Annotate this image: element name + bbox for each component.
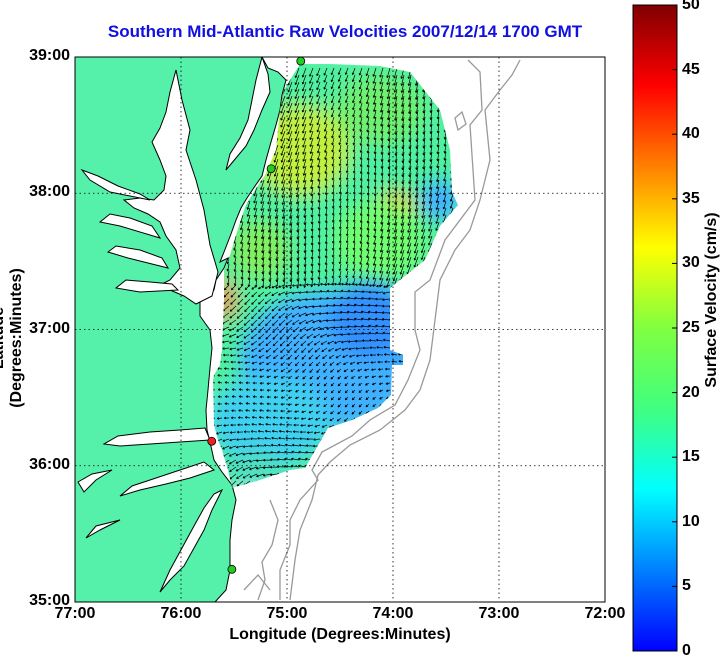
y-tick-label: 36:00 (29, 455, 70, 473)
colorbar-tick-label: 0 (682, 642, 691, 659)
colorbar-tick-label: 5 (682, 577, 691, 595)
x-tick-label: 72:00 (584, 605, 626, 622)
y-tick-label: 37:00 (29, 319, 70, 337)
bathymetry-contours (243, 59, 521, 601)
colorbar-tick-label: 15 (682, 448, 700, 466)
y-tick-label: 39:00 (29, 47, 70, 64)
colorbar (632, 4, 678, 652)
x-tick-label: 74:00 (372, 605, 414, 622)
map-title: Southern Mid-Atlantic Raw Velocities 200… (107, 22, 583, 41)
x-tick-label: 75:00 (266, 605, 308, 622)
station-markers (207, 56, 306, 574)
grid-lines (75, 57, 605, 602)
x-axis-label: Longitude (Degrees:Minutes) (229, 626, 451, 643)
colorbar-tick-label: 50 (682, 0, 700, 13)
colorbar-tick-label: 25 (682, 319, 700, 336)
colorbar-ticks (672, 4, 677, 652)
colorbar-tick-label: 40 (682, 125, 700, 143)
y-axis-label: Latitude (Degrees:Minutes) (0, 268, 25, 408)
colorbar-tick-label: 20 (682, 383, 700, 401)
y-tick-label: 35:00 (29, 592, 70, 609)
colorbar-tick-label: 35 (682, 189, 700, 207)
y-tick-label: 38:00 (29, 183, 70, 201)
station-duck (207, 436, 217, 446)
station-cape-may (266, 164, 276, 174)
station-north (296, 56, 306, 66)
x-tick-label: 77:00 (54, 605, 96, 622)
colorbar-tick-label: 45 (682, 60, 700, 78)
colorbar-label: Surface Velocity (cm/s) (703, 212, 720, 388)
plot-frame (74, 56, 606, 603)
colorbar-tick-label: 30 (682, 254, 700, 272)
x-tick-label: 76:00 (160, 605, 202, 622)
inland-water (77, 57, 271, 593)
colorbar-tick-label: 10 (682, 512, 700, 530)
x-tick-label: 73:00 (478, 605, 520, 622)
station-hatteras (227, 564, 237, 574)
